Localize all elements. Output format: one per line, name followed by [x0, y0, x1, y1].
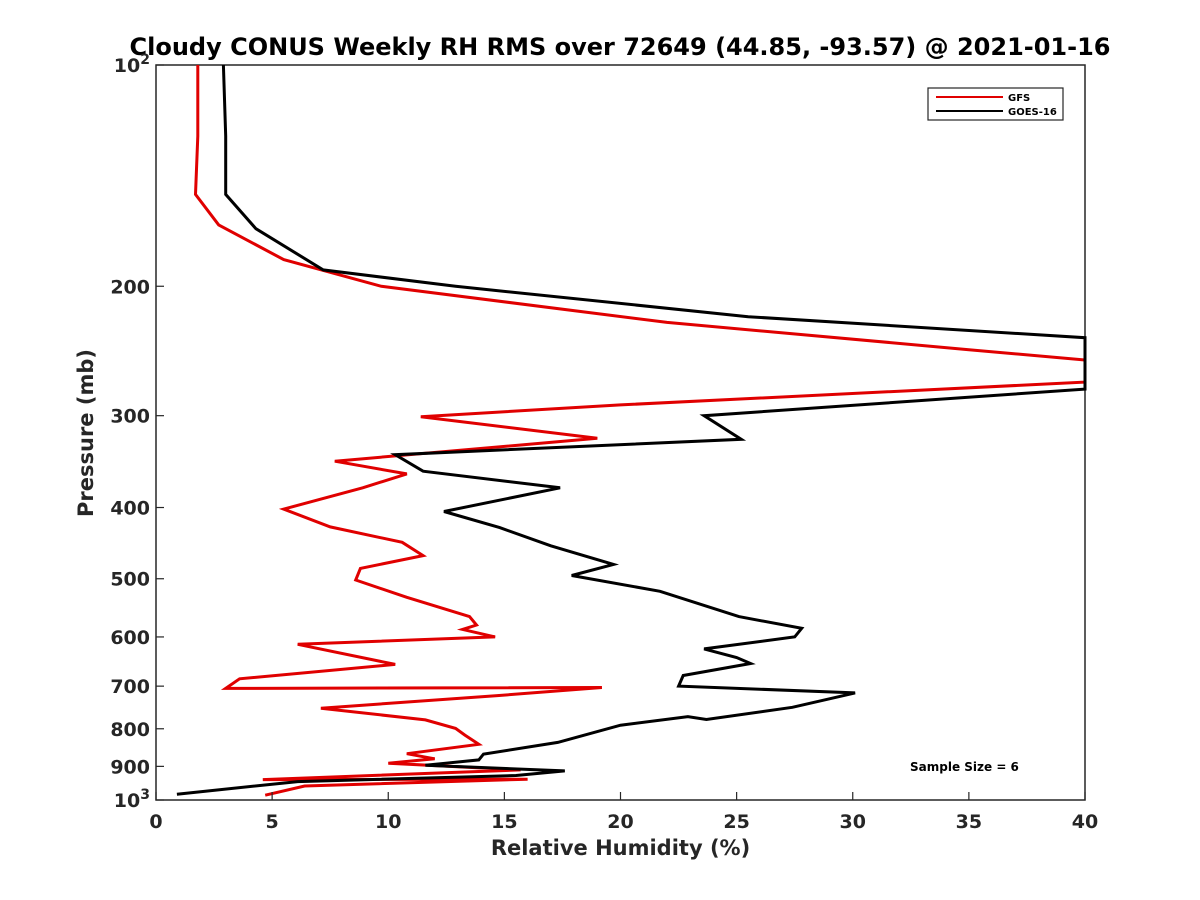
- x-axis-ticks: 0 5 10 15 20 25 30 35 40: [149, 792, 1098, 833]
- x-tick-label: 10: [375, 811, 401, 833]
- y-tick-label: 300: [110, 406, 150, 428]
- y-tick-label: 500: [110, 569, 150, 591]
- y-tick-label: 700: [110, 676, 150, 698]
- x-tick-label: 40: [1072, 811, 1098, 833]
- x-tick-label: 0: [149, 811, 162, 833]
- y-tick-label: 102: [114, 52, 150, 77]
- x-tick-label: 5: [266, 811, 279, 833]
- y-tick-label: 800: [110, 719, 150, 741]
- series-layer: [176, 64, 1087, 797]
- x-tick-label: 35: [956, 811, 982, 833]
- y-tick-label: 103: [114, 787, 150, 812]
- chart-title: Cloudy CONUS Weekly RH RMS over 72649 (4…: [130, 33, 1111, 61]
- legend-box: [927, 87, 1064, 121]
- y-tick-label: 600: [110, 627, 150, 649]
- sample-size-annotation: Sample Size = 6: [910, 760, 1019, 774]
- series-line-gfs: [193, 65, 1087, 797]
- x-tick-label: 25: [723, 811, 749, 833]
- y-axis-ticks: 102 200 300 400 500 600 700 800 900 103: [110, 52, 164, 812]
- x-tick-label: 15: [491, 811, 517, 833]
- legend-label-goes16: GOES-16: [1008, 107, 1057, 118]
- y-axis-label: Pressure (mb): [74, 349, 98, 517]
- x-tick-label: 30: [840, 811, 866, 833]
- y-tick-label: 200: [110, 276, 150, 298]
- y-tick-label: 900: [110, 756, 150, 778]
- x-axis-label: Relative Humidity (%): [491, 836, 750, 860]
- legend-label-gfs: GFS: [1008, 93, 1030, 104]
- x-tick-label: 20: [607, 811, 633, 833]
- legend: GFS GOES-16: [927, 87, 1064, 121]
- series-line-goes16: [176, 64, 1087, 796]
- plot-area: 0 5 10 15 20 25 30 35 40 102 200 300 400 500 600 700 80…: [110, 52, 1098, 833]
- y-tick-label: 400: [110, 498, 150, 520]
